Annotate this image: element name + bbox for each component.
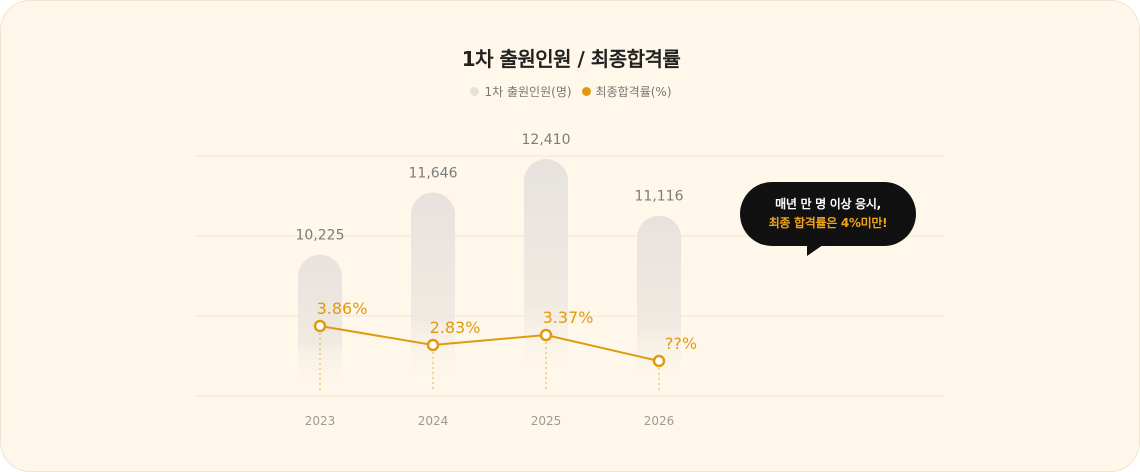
- legend-label-applicants: 1차 출원인원(명): [484, 85, 572, 99]
- bar-value-label: 11,116: [635, 189, 684, 205]
- x-tick-label: 2026: [644, 414, 675, 428]
- x-tick-label: 2025: [531, 414, 562, 428]
- chart-title: 1차 출원인원 / 최종합격률: [461, 47, 681, 71]
- pass-rate-point: [313, 319, 327, 333]
- legend-swatch-pass-rate: [581, 87, 591, 96]
- x-tick-label: 2023: [305, 414, 336, 428]
- pass-rate-label: 3.37%: [543, 308, 594, 327]
- legend-item-pass-rate: 최종합격률(%): [581, 83, 672, 100]
- bar: [637, 215, 681, 396]
- bar: [411, 192, 455, 396]
- pass-rate-label: ??%: [665, 334, 697, 353]
- pass-rate-point: [426, 338, 440, 352]
- pass-rate-line: [319, 325, 660, 362]
- pass-rate-label: 3.86%: [317, 299, 368, 318]
- bar-value-label: 10,225: [296, 228, 345, 244]
- chart-legend: 1차 출원인원(명) 최종합격률(%): [1, 83, 1140, 100]
- legend-swatch-applicants: [470, 87, 480, 96]
- pass-rate-point: [539, 328, 553, 342]
- bar-value-label: 11,646: [409, 166, 458, 182]
- legend-item-applicants: 1차 출원인원(명): [470, 83, 572, 100]
- bar: [524, 159, 568, 396]
- callout-bubble: 매년 만 명 이상 응시, 최종 합격률은 4%미만!: [740, 182, 916, 246]
- legend-label-pass-rate: 최종합격률(%): [595, 85, 672, 99]
- bar-value-label: 12,410: [522, 132, 571, 148]
- callout-pointer: [807, 240, 830, 256]
- callout-line-1: 매년 만 명 이상 응시,: [775, 197, 881, 211]
- x-tick-label: 2024: [418, 414, 449, 428]
- pass-rate-point: [652, 354, 666, 368]
- callout-line-2: 최종 합격률은 4%미만!: [768, 216, 888, 230]
- pass-rate-label: 2.83%: [430, 318, 481, 337]
